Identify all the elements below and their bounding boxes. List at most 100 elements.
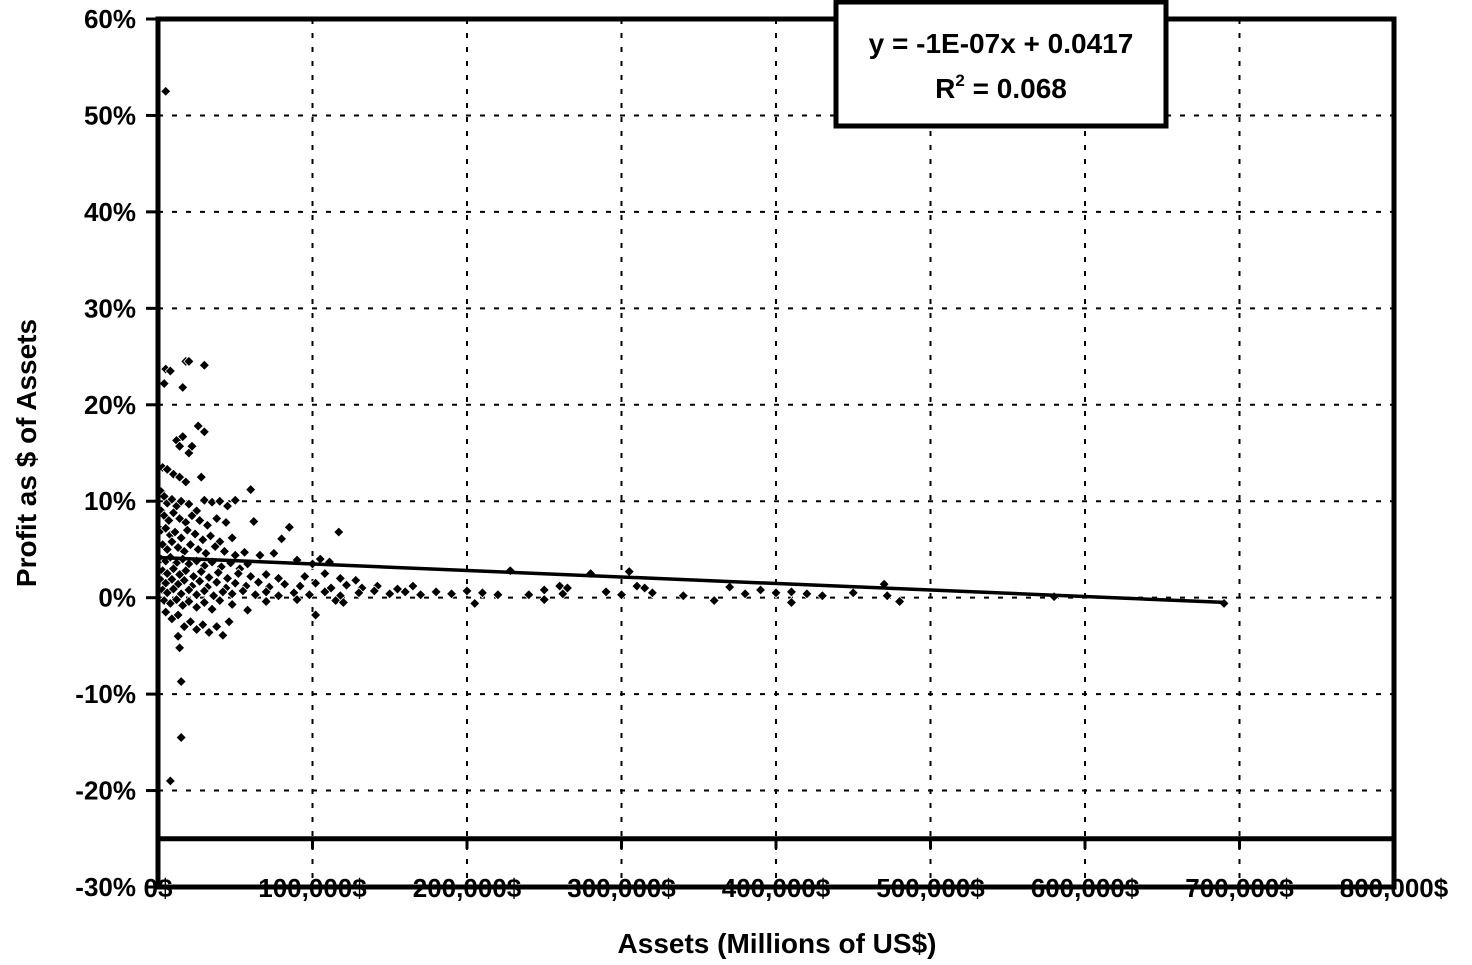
data-point (191, 623, 203, 636)
data-point (174, 642, 186, 654)
data-point (175, 731, 187, 744)
x-tick-label: 500,000$ (876, 873, 985, 903)
data-point (881, 590, 893, 602)
data-point (268, 547, 280, 559)
data-point (158, 377, 170, 390)
data-point (333, 526, 345, 538)
y-tick-label: -30% (75, 872, 136, 902)
data-point (186, 440, 198, 452)
data-point (166, 493, 178, 505)
data-point (211, 513, 223, 525)
data-point (283, 521, 295, 533)
data-point (175, 495, 187, 507)
x-tick-label: 300,000$ (567, 873, 676, 903)
data-point (181, 524, 193, 536)
data-point (194, 575, 206, 587)
data-point (164, 775, 176, 787)
data-point (172, 630, 184, 642)
trendline-layer (161, 555, 1225, 605)
data-point (445, 588, 458, 600)
data-point (237, 585, 249, 597)
data-point (209, 540, 221, 553)
data-point (191, 601, 203, 613)
data-point (538, 584, 550, 596)
x-tick-label: 700,000$ (1185, 873, 1294, 903)
data-point (254, 549, 266, 561)
data-point (272, 572, 285, 584)
data-point (204, 530, 217, 542)
data-point (310, 577, 322, 589)
data-point (161, 463, 173, 475)
data-point (177, 381, 189, 393)
data-point (249, 589, 261, 601)
trendline (161, 555, 1225, 605)
data-point (623, 566, 635, 578)
data-point (221, 572, 234, 584)
data-point (310, 609, 322, 621)
data-point (221, 500, 234, 512)
data-point (739, 588, 751, 600)
x-tick-label: 600,000$ (1031, 873, 1140, 903)
data-point (276, 533, 288, 545)
y-axis-title: Profit as $ of Assets (11, 319, 42, 587)
data-point (554, 580, 566, 592)
data-point (337, 596, 349, 609)
data-point (229, 577, 241, 589)
data-point (223, 616, 235, 628)
r-squared-value: = 0.068 (965, 73, 1067, 104)
data-point (195, 471, 207, 483)
data-point (184, 539, 197, 551)
trendline-r-squared: R2 = 0.068 (935, 71, 1067, 104)
data-point (226, 532, 238, 544)
data-point (217, 586, 229, 598)
data-point (220, 516, 232, 529)
data-point (175, 532, 187, 544)
data-point (187, 570, 200, 583)
data-point (279, 578, 291, 590)
data-point (180, 565, 192, 577)
data-point (600, 586, 612, 598)
data-point (754, 584, 767, 596)
r-squared-r: R (935, 73, 955, 104)
data-point (164, 365, 176, 377)
y-tick-label: 30% (84, 293, 136, 323)
x-tick-label: 800,000$ (1340, 873, 1449, 903)
data-point (201, 519, 214, 531)
data-point (615, 589, 628, 601)
data-point (226, 598, 238, 610)
data-point (245, 484, 257, 496)
data-point (469, 597, 481, 610)
data-point (430, 586, 442, 598)
data-point (198, 596, 210, 609)
data-point (646, 587, 658, 599)
data-point (229, 494, 241, 506)
data-point (319, 567, 331, 580)
data-point (198, 585, 210, 597)
data-point (217, 629, 229, 641)
data-point (183, 584, 195, 596)
data-point (192, 420, 204, 432)
y-tick-label: 60% (84, 4, 136, 34)
data-point (177, 431, 189, 443)
data-point (232, 567, 244, 580)
x-tick-label: 200,000$ (413, 873, 522, 903)
data-point (350, 574, 362, 586)
gridlines (158, 19, 1394, 887)
x-tick-label: 0$ (144, 873, 173, 903)
data-point (724, 581, 736, 593)
x-axis-title: Assets (Millions of US$) (618, 928, 937, 959)
data-point (391, 583, 404, 595)
data-point (189, 528, 201, 540)
data-point (801, 588, 813, 600)
data-point (340, 579, 353, 591)
data-point (178, 574, 190, 586)
data-point (197, 619, 209, 631)
data-point (291, 594, 303, 606)
y-tick-label: -10% (75, 679, 136, 709)
data-point (461, 585, 473, 597)
data-point (847, 587, 859, 599)
data-point (708, 594, 720, 607)
data-point (192, 543, 204, 556)
data-point (538, 594, 550, 606)
